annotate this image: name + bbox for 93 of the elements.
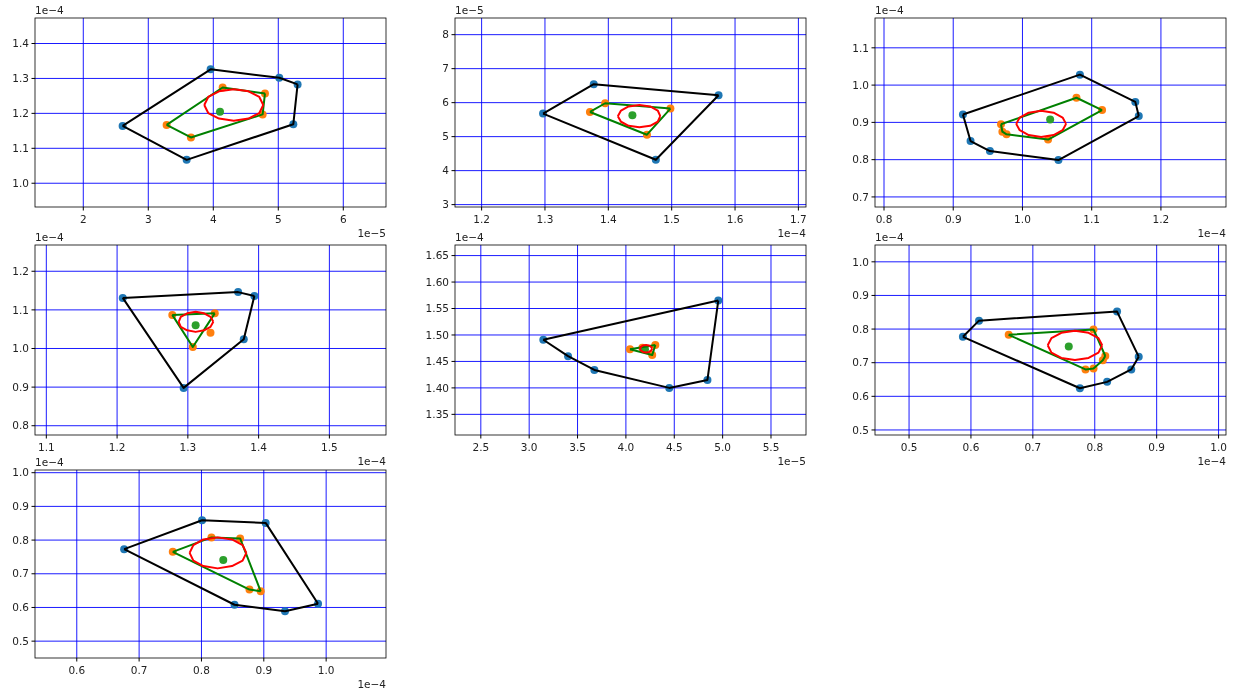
x-axis-title: 1e−5 bbox=[777, 455, 806, 467]
y-tick-label: 1.60 bbox=[425, 275, 449, 288]
y-tick-label: 1.4 bbox=[12, 37, 30, 50]
x-tick-label: 1.3 bbox=[179, 441, 197, 453]
x-tick-label: 1.0 bbox=[1014, 213, 1031, 225]
x-tick-label: 6 bbox=[339, 213, 347, 225]
y-tick-label: 1.55 bbox=[425, 302, 449, 315]
x-axis-title: 1e−4 bbox=[1197, 455, 1227, 467]
y-tick-label: 1.45 bbox=[425, 355, 449, 368]
x-tick-label: 0.7 bbox=[130, 664, 148, 676]
y-tick-label: 8 bbox=[442, 28, 449, 41]
x-tick-label: 0.9 bbox=[1148, 441, 1166, 453]
y-tick-label: 7 bbox=[442, 62, 449, 75]
x-tick-label: 5 bbox=[274, 213, 282, 225]
x-axis-title: 1e−4 bbox=[357, 678, 387, 690]
x-axis-title: 1e−4 bbox=[1197, 227, 1227, 239]
y-tick-label: 1.0 bbox=[12, 176, 29, 189]
y-tick-label: 0.5 bbox=[852, 423, 869, 436]
x-tick-label: 1.2 bbox=[1152, 213, 1170, 225]
y-tick-label: 1.1 bbox=[12, 303, 29, 316]
y-tick-label: 0.8 bbox=[852, 153, 869, 166]
y-tick-label: 0.5 bbox=[12, 634, 29, 647]
y-tick-label: 1.3 bbox=[12, 72, 29, 85]
y-tick-label: 0.7 bbox=[852, 190, 869, 203]
x-tick-label: 0.5 bbox=[900, 441, 918, 453]
y-tick-label: 0.7 bbox=[852, 356, 869, 369]
y-tick-label: 4 bbox=[442, 164, 450, 177]
y-axis-title: 1e−5 bbox=[455, 4, 484, 16]
x-tick-label: 1.4 bbox=[599, 213, 617, 225]
x-axis-title: 1e−4 bbox=[777, 227, 807, 239]
y-tick-label: 0.8 bbox=[852, 322, 869, 335]
x-tick-label: 3 bbox=[144, 213, 152, 225]
y-axis-title: 1e−4 bbox=[875, 231, 904, 243]
x-tick-label: 2.5 bbox=[472, 441, 490, 453]
y-axis-title: 1e−4 bbox=[35, 231, 64, 243]
y-tick-label: 1.0 bbox=[852, 255, 869, 268]
x-tick-label: 0.7 bbox=[1024, 441, 1042, 453]
y-tick-label: 0.9 bbox=[12, 500, 29, 513]
x-tick-label: 1.6 bbox=[726, 213, 744, 225]
x-tick-label: 1.0 bbox=[1210, 441, 1227, 453]
x-tick-label: 0.6 bbox=[962, 441, 980, 453]
x-tick-label: 1.0 bbox=[317, 664, 335, 676]
x-tick-label: 1.1 bbox=[1083, 213, 1101, 225]
x-tick-label: 4.5 bbox=[665, 441, 683, 453]
y-tick-label: 1.0 bbox=[852, 78, 869, 91]
x-tick-label: 1.5 bbox=[321, 441, 338, 453]
y-axis-title: 1e−4 bbox=[455, 231, 484, 243]
y-tick-label: 1.1 bbox=[852, 41, 869, 54]
y-tick-label: 1.1 bbox=[12, 141, 29, 154]
y-tick-label: 0.9 bbox=[852, 289, 869, 302]
x-tick-label: 1.5 bbox=[663, 213, 681, 225]
y-axis-title: 1e−4 bbox=[35, 456, 64, 468]
x-tick-label: 0.6 bbox=[68, 664, 86, 676]
y-tick-label: 1.50 bbox=[425, 328, 449, 341]
x-tick-label: 1.3 bbox=[536, 213, 554, 225]
x-tick-label: 1.2 bbox=[108, 441, 126, 453]
x-tick-label: 3.5 bbox=[569, 441, 586, 453]
y-tick-label: 0.9 bbox=[12, 380, 29, 393]
y-tick-label: 1.0 bbox=[12, 466, 29, 479]
x-tick-label: 0.9 bbox=[255, 664, 273, 676]
y-tick-label: 0.6 bbox=[852, 390, 870, 402]
y-tick-label: 0.8 bbox=[12, 533, 29, 546]
x-tick-label: 5.0 bbox=[714, 441, 731, 453]
y-tick-label: 1.35 bbox=[425, 408, 449, 421]
x-tick-label: 1.4 bbox=[250, 441, 268, 453]
y-tick-label: 0.7 bbox=[12, 567, 29, 580]
y-tick-label: 0.6 bbox=[12, 601, 30, 614]
x-tick-label: 4.0 bbox=[617, 441, 635, 453]
y-axis-title: 1e−4 bbox=[875, 4, 904, 16]
y-tick-label: 0.9 bbox=[852, 116, 869, 129]
y-axis-title: 1e−4 bbox=[35, 4, 64, 16]
x-tick-label: 3.0 bbox=[520, 441, 538, 453]
x-tick-label: 1.1 bbox=[37, 441, 55, 453]
x-tick-label: 0.8 bbox=[193, 664, 210, 676]
y-tick-label: 1.65 bbox=[425, 249, 449, 262]
x-tick-label: 1.2 bbox=[473, 213, 490, 225]
y-tick-label: 1.2 bbox=[12, 264, 29, 277]
x-tick-label: 0.8 bbox=[1086, 441, 1104, 453]
y-tick-label: 1.2 bbox=[12, 107, 29, 120]
y-tick-label: 1.40 bbox=[425, 381, 449, 394]
x-tick-label: 2 bbox=[79, 213, 87, 225]
y-tick-label: 3 bbox=[442, 198, 449, 211]
y-tick-label: 5 bbox=[442, 130, 449, 143]
x-tick-label: 1.7 bbox=[790, 213, 807, 225]
y-tick-label: 0.8 bbox=[12, 419, 29, 432]
x-tick-label: 4 bbox=[209, 213, 217, 225]
x-tick-label: 0.8 bbox=[875, 213, 893, 225]
x-axis-title: 1e−4 bbox=[357, 455, 387, 467]
x-tick-label: 5.5 bbox=[762, 441, 780, 453]
y-tick-label: 1.0 bbox=[12, 342, 29, 355]
y-tick-label: 6 bbox=[442, 96, 450, 109]
x-axis-title: 1e−5 bbox=[357, 227, 386, 239]
x-tick-label: 0.9 bbox=[944, 213, 962, 225]
